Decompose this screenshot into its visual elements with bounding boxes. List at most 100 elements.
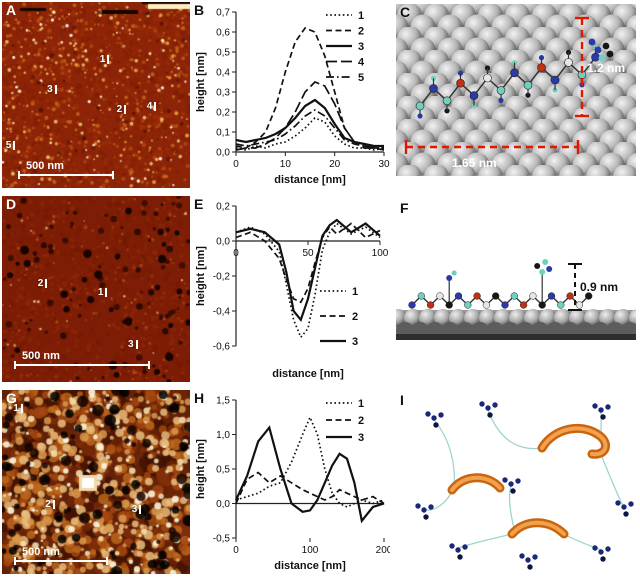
choline-atom	[457, 554, 463, 560]
choline-atom	[462, 544, 468, 550]
profile-marker-1: 1	[13, 403, 23, 414]
scale-bar-line	[14, 557, 108, 565]
y-tick-label: 0,2	[216, 108, 230, 119]
side-atom	[446, 275, 453, 281]
y-tick-label: 1,0	[216, 430, 230, 441]
panel-letter-g: G	[6, 390, 17, 406]
backbone-atom	[501, 301, 509, 309]
height-dimension-annotation: 0.9 nm	[568, 263, 618, 311]
backbone-atom	[417, 292, 425, 300]
choline-atom	[487, 412, 493, 418]
profile-marker-2: 2	[117, 104, 127, 115]
choline-atom	[605, 546, 611, 552]
choline-atom	[415, 503, 421, 509]
legend-label-1: 1	[358, 398, 364, 410]
backbone-atom	[550, 75, 560, 85]
scale-bar-label: 500 nm	[26, 160, 64, 172]
y-tick-label: 0,0	[216, 499, 230, 510]
legend-label-3: 3	[352, 336, 358, 348]
choline-atom	[421, 507, 427, 513]
panel-letter-i: I	[400, 392, 404, 408]
dimension-label-height: 0.9 nm	[580, 280, 618, 294]
backbone-atom	[473, 292, 481, 300]
backbone-atom	[429, 84, 438, 93]
side-cluster-atom	[534, 263, 541, 269]
backbone-atom	[547, 292, 556, 300]
choline-atom	[423, 514, 429, 520]
backbone-atom	[591, 52, 600, 62]
panel-letter-b: B	[194, 2, 205, 18]
choline-atom	[455, 547, 461, 553]
series-line-4	[235, 80, 385, 151]
x-tick-label: 10	[280, 159, 292, 170]
panel-letter-d: D	[6, 196, 17, 212]
choline-atom	[510, 488, 516, 494]
profile-marker-3: 3	[128, 339, 138, 350]
backbone-atom	[408, 301, 416, 309]
profile-marker-bar	[52, 499, 55, 509]
choline-atom	[438, 412, 444, 418]
backbone-atom	[510, 68, 519, 78]
choline-atom	[592, 545, 598, 551]
legend-label-4: 4	[358, 57, 365, 69]
choline-atom	[598, 549, 604, 555]
chart-e-height-profiles: -0,6 -0,4 -0,2 0,0 0,2 0 50 100 1 2 3 distance [nm]…	[192, 196, 390, 382]
y-tick-label: 0,2	[216, 202, 230, 213]
choline-atom	[492, 402, 498, 408]
x-axis-title: distance [nm]	[272, 368, 344, 380]
peptide-ribbon-highlight	[540, 426, 608, 457]
panel-f-molecular-model: 0.9 nm F	[389, 200, 640, 340]
side-cluster-atom	[539, 269, 546, 275]
choline-atom	[431, 415, 437, 421]
profile-marker-bar	[13, 140, 16, 150]
choline-atom	[433, 422, 439, 428]
choline-atom	[508, 481, 514, 487]
profile-marker-label: 1	[97, 287, 104, 299]
choline-atom	[598, 407, 604, 413]
molecule-on-surface-top-view: 1.2 nm 1.65 nm	[396, 4, 636, 176]
afm-image-d	[2, 196, 190, 382]
peptide-ribbon-highlight	[450, 475, 502, 492]
y-tick-label: 0,4	[216, 68, 230, 79]
y-tick-label: 0,7	[216, 8, 230, 19]
y-tick-label: 0,5	[216, 48, 230, 59]
series-line-5	[235, 109, 384, 149]
profile-marker-label: 3	[127, 339, 134, 351]
height-dimension-annotation: 1.2 nm	[575, 16, 625, 118]
x-tick-label: 100	[302, 545, 319, 556]
backbone-atom	[415, 101, 425, 111]
backbone-atom	[519, 301, 528, 309]
legend-label-2: 2	[358, 415, 364, 427]
chart-h-height-profiles: -0,5 0,0 0,5 1,0 1,5 0 100 200 1 2 3 distance [nm] h…	[192, 390, 390, 574]
side-cluster-atom	[546, 266, 553, 272]
choline-atom	[532, 554, 538, 560]
backbone-atom	[442, 96, 452, 106]
peptide-ribbon-highlight	[510, 520, 566, 536]
profile-marker-label: 1	[99, 54, 106, 66]
x-tick-label: 0	[233, 159, 239, 170]
y-tick-label: 0,6	[216, 28, 230, 39]
choline-atom	[485, 405, 491, 411]
series-line-3	[235, 218, 381, 323]
y-tick-label: -0,6	[213, 342, 231, 353]
choline-atom	[615, 500, 621, 506]
legend-label-5: 5	[358, 72, 364, 84]
profile-marker-3: 3	[47, 84, 57, 95]
scale-bar-line	[14, 361, 150, 369]
panel-g-afm: 500 nm G 1 2 3	[2, 390, 190, 574]
x-tick-label: 0	[233, 248, 239, 259]
y-axis-title: height [nm]	[195, 246, 207, 306]
profile-marker-bar	[107, 55, 110, 65]
scale-bar-d: 500 nm	[14, 350, 150, 369]
y-axis-title: height [nm]	[195, 439, 207, 499]
profile-marker-label: 5	[5, 139, 12, 151]
legend-label-2: 2	[358, 26, 364, 38]
profile-marker-label: 1	[13, 402, 19, 414]
choline-atom	[519, 553, 525, 559]
choline-atom	[600, 414, 606, 420]
linker-chain	[423, 491, 453, 511]
scale-bar-a: 500 nm	[18, 160, 114, 179]
panel-letter-f: F	[400, 200, 409, 216]
terminal-cluster-atom	[588, 38, 596, 46]
terminal-cluster-atom	[598, 54, 606, 62]
